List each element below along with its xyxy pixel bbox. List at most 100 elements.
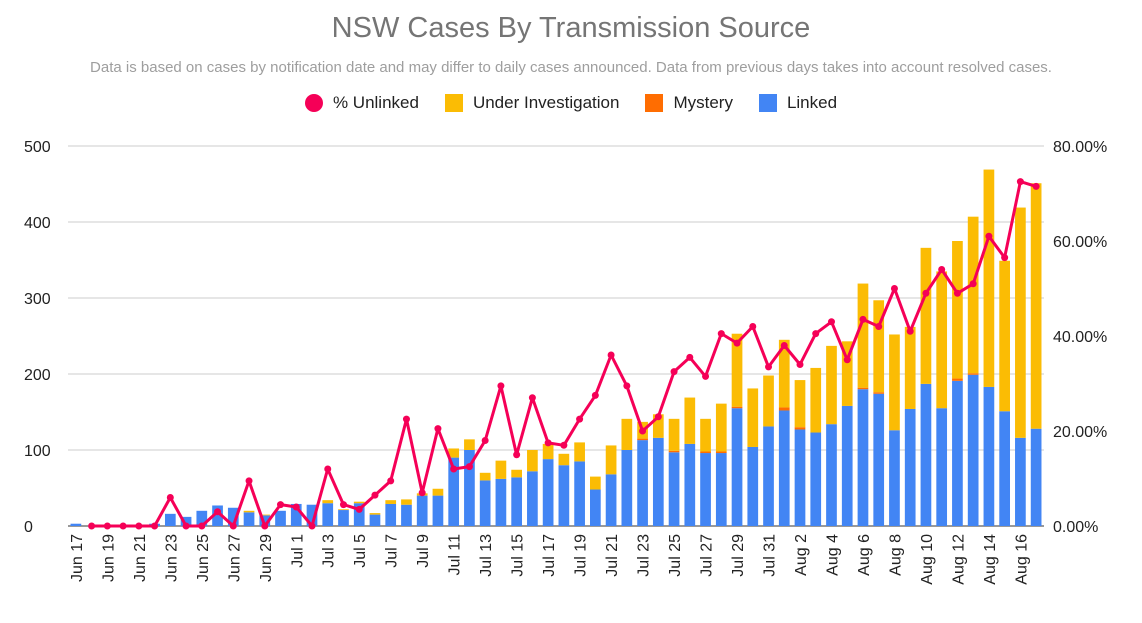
unlinked-point <box>686 353 694 361</box>
bar-under-investigation <box>464 439 475 450</box>
y-left-tick-label: 300 <box>24 291 51 308</box>
x-tick-label: Jul 27 <box>699 534 716 577</box>
y-left-tick-label: 0 <box>24 519 33 536</box>
y-right-tick-label: 40.00% <box>1053 329 1107 346</box>
x-tick-label: Jun 27 <box>226 534 243 582</box>
unlinked-point <box>670 368 678 376</box>
unlinked-point <box>780 342 788 349</box>
x-tick-label: Aug 2 <box>793 534 810 576</box>
x-tick-label: Jul 5 <box>352 534 369 568</box>
unlinked-point <box>308 522 316 530</box>
bar-under-investigation <box>259 514 271 516</box>
bar-linked <box>794 429 806 526</box>
bar-linked <box>164 513 176 526</box>
unlinked-point <box>859 315 867 323</box>
bar-linked <box>511 477 522 526</box>
bar-under-investigation <box>542 443 554 460</box>
unlinked-point <box>277 501 285 509</box>
unlinked-point <box>749 323 757 330</box>
x-tick-label: Jul 19 <box>573 534 590 577</box>
x-tick-label: Jul 13 <box>478 534 495 577</box>
x-tick-label: Jul 29 <box>730 534 747 577</box>
unlinked-point <box>654 413 662 421</box>
legend-label-under-investigation: Under Investigation <box>472 93 620 112</box>
bar-linked <box>401 504 412 526</box>
bar-linked <box>873 393 885 526</box>
bar-mystery <box>700 451 711 454</box>
bar-linked <box>763 426 774 526</box>
x-tick-label: Jul 23 <box>636 534 653 577</box>
bar-linked <box>684 443 696 526</box>
y-left-tick-label: 400 <box>24 215 51 232</box>
x-tick-label: Jul 7 <box>384 534 401 568</box>
unlinked-point <box>717 330 725 338</box>
bar-linked <box>1015 437 1026 526</box>
unlinked-point <box>387 477 395 485</box>
bar-linked <box>464 450 475 526</box>
bar-linked <box>590 489 601 526</box>
bar-under-investigation <box>605 445 617 475</box>
bar-mystery <box>857 387 869 390</box>
unlinked-point <box>402 415 410 423</box>
legend-label-unlinked: % Unlinked <box>332 93 419 112</box>
bar-under-investigation <box>999 260 1010 412</box>
bar-under-investigation <box>715 403 727 452</box>
bar-linked <box>448 457 460 526</box>
bar-linked <box>416 495 428 526</box>
bar-under-investigation <box>668 418 680 451</box>
bar-linked <box>212 505 223 526</box>
bar-linked <box>857 389 869 526</box>
bar-under-investigation <box>967 216 979 374</box>
bar-under-investigation <box>243 510 255 513</box>
unlinked-point <box>953 289 961 297</box>
legend-item-unlinked: % Unlinked <box>304 93 419 113</box>
bar-under-investigation <box>810 367 822 433</box>
x-tick-label: Jul 11 <box>447 534 464 576</box>
bar-linked <box>841 405 853 526</box>
bar-linked <box>243 512 255 526</box>
bar-under-investigation <box>495 460 507 479</box>
x-tick-label: Jun 17 <box>69 534 86 582</box>
bar-under-investigation <box>511 469 522 478</box>
unlinked-point <box>166 494 174 501</box>
bar-linked <box>715 453 727 526</box>
bar-under-investigation <box>857 283 869 388</box>
unlinked-point <box>450 465 458 473</box>
unlinked-point <box>765 363 773 371</box>
bar-linked <box>196 510 208 526</box>
y-left-tick-label: 100 <box>24 443 51 460</box>
bar-linked <box>70 523 82 526</box>
bar-under-investigation <box>558 453 570 466</box>
unlinked-point <box>245 477 253 485</box>
unlinked-point <box>497 382 505 390</box>
x-tick-label: Jul 17 <box>541 534 558 577</box>
bar-under-investigation <box>1030 183 1042 429</box>
bar-linked <box>621 450 633 526</box>
y-right-tick-label: 60.00% <box>1053 234 1107 251</box>
unlinked-point <box>151 522 159 530</box>
bar-linked <box>306 504 318 526</box>
bar-under-investigation <box>652 414 664 438</box>
bar-under-investigation <box>353 501 365 504</box>
unlinked-point <box>1001 254 1009 262</box>
chart-title: NSW Cases By Transmission Source <box>331 12 811 44</box>
bar-linked <box>731 408 743 526</box>
bar-linked <box>936 408 948 526</box>
bar-linked <box>558 465 570 526</box>
x-tick-label: Aug 4 <box>825 534 842 576</box>
bar-under-investigation <box>369 513 381 515</box>
x-tick-label: Jun 19 <box>100 534 117 582</box>
x-tick-label: Jun 23 <box>163 534 180 582</box>
bar-under-investigation <box>684 397 696 444</box>
bar-under-investigation <box>763 375 774 427</box>
x-tick-label: Aug 8 <box>888 534 905 576</box>
bar-mystery <box>715 451 727 454</box>
bar-under-investigation <box>432 488 444 496</box>
unlinked-point <box>1032 182 1040 190</box>
chart-legend: % Unlinked Under Investigation Mystery L… <box>0 93 1142 113</box>
legend-label-linked: Linked <box>786 93 838 112</box>
bar-linked <box>826 424 837 526</box>
legend-item-under-investigation: Under Investigation <box>444 93 620 113</box>
bar-linked <box>904 408 916 526</box>
unlinked-point <box>182 522 190 530</box>
